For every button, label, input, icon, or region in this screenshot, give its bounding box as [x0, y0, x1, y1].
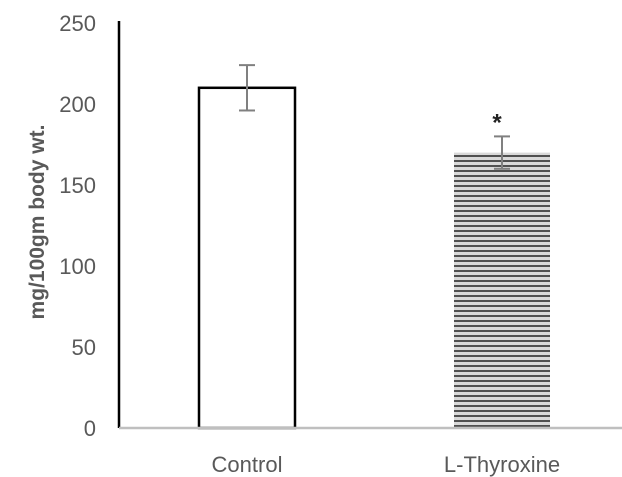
error-bars	[239, 64, 510, 170]
significance-marker: *	[492, 109, 502, 136]
x-axis-categories: Control L-Thyroxine	[212, 452, 561, 477]
bar-l-thyroxine	[454, 152, 550, 428]
y-axis-title: mg/100gm body wt.	[26, 125, 49, 320]
bars	[197, 86, 550, 430]
significance-markers: *	[492, 109, 502, 136]
bar-control	[197, 86, 297, 430]
x-category-label: Control	[212, 452, 283, 477]
y-tick-label: 100	[59, 254, 96, 279]
y-axis-ticks: 0 50 100 150 200 250	[59, 11, 96, 441]
y-tick-label: 50	[72, 335, 96, 360]
error-bar-control	[239, 64, 255, 112]
y-tick-label: 200	[59, 92, 96, 117]
y-tick-label: 150	[59, 173, 96, 198]
y-tick-label: 250	[59, 11, 96, 36]
x-category-label: L-Thyroxine	[444, 452, 560, 477]
error-bar-l-thyroxine	[494, 135, 510, 170]
y-tick-label: 0	[84, 416, 96, 441]
